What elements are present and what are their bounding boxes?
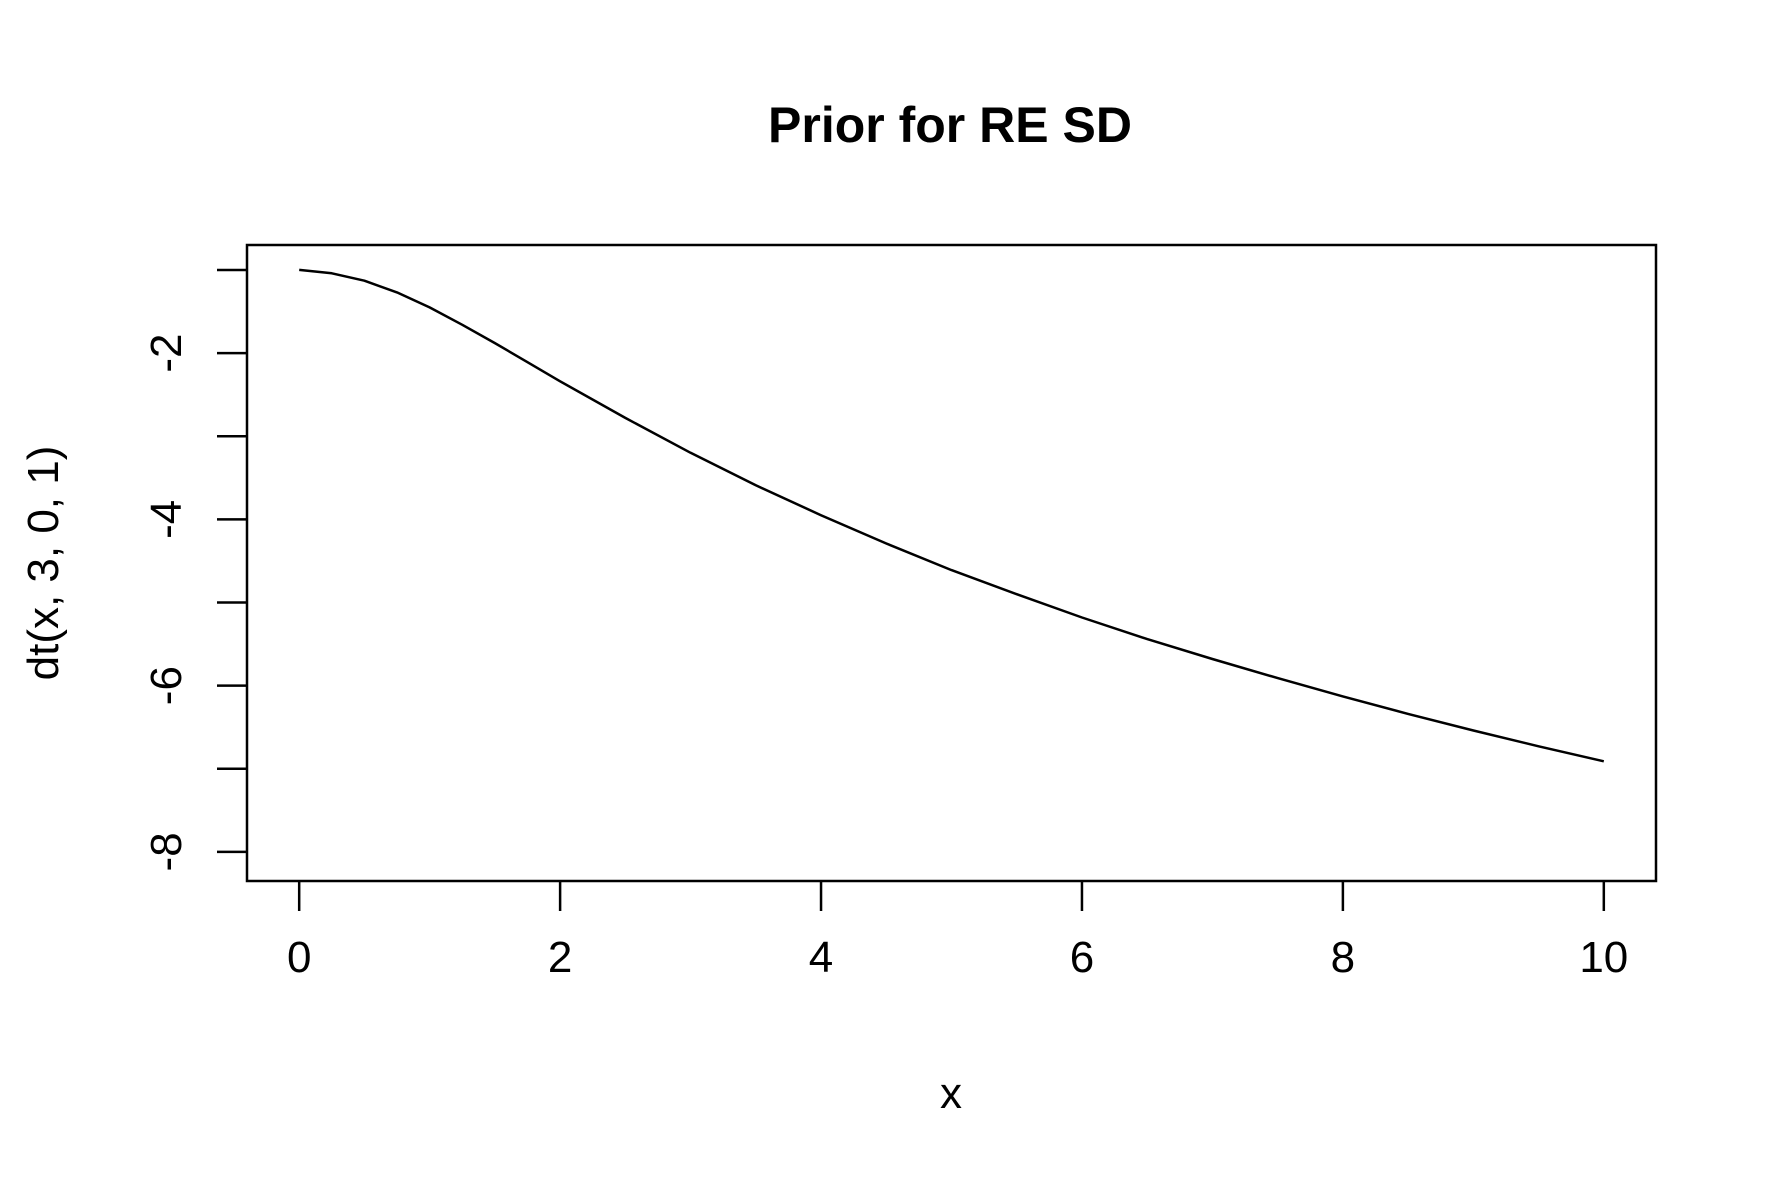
x-tick-label: 0 xyxy=(287,933,311,982)
y-tick-label: -2 xyxy=(142,334,191,373)
x-tick-label: 8 xyxy=(1331,933,1355,982)
y-axis: -2 -4 -6 -8 xyxy=(142,268,247,871)
x-tick-label: 2 xyxy=(548,933,572,982)
series-line-0 xyxy=(299,268,1605,763)
chart-title: Prior for RE SD xyxy=(768,97,1132,153)
x-tick-label: 4 xyxy=(809,933,833,982)
y-tick-label: -6 xyxy=(142,666,191,705)
x-tick-label: 6 xyxy=(1070,933,1094,982)
series-layer xyxy=(299,268,1605,763)
x-axis: 0 2 4 6 8 10 xyxy=(287,881,1628,982)
y-axis-label: dt(x, 3, 0, 1) xyxy=(19,446,68,681)
plot-area-frame xyxy=(245,243,1658,883)
x-tick-label: 10 xyxy=(1579,933,1628,982)
y-tick-label: -8 xyxy=(142,832,191,871)
x-axis-label: x xyxy=(940,1069,962,1118)
y-tick-label: -4 xyxy=(142,500,191,539)
